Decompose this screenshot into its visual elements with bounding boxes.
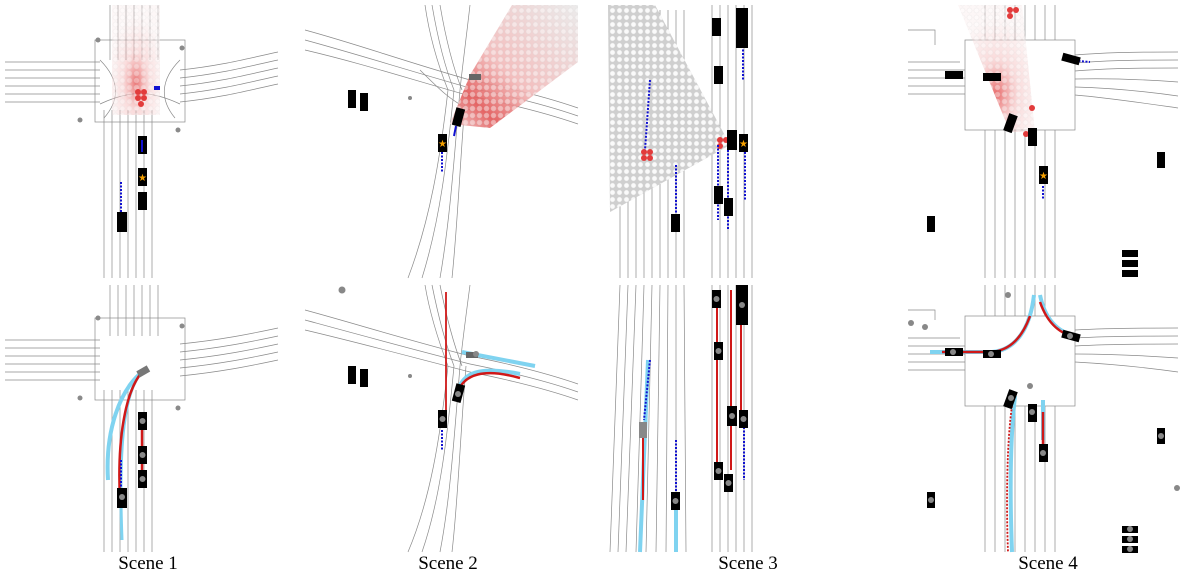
heatmap-peak bbox=[135, 89, 147, 107]
scene1-bottom-panel bbox=[5, 285, 279, 552]
circle-marker-icon bbox=[119, 418, 146, 500]
agents bbox=[927, 329, 1165, 553]
scene-caption-1: Scene 1 bbox=[118, 553, 178, 574]
scene2-bottom-panel bbox=[304, 284, 579, 553]
predicted-trajectory bbox=[942, 315, 1032, 354]
scene1-top-panel: ★ bbox=[5, 5, 279, 278]
agents bbox=[671, 8, 748, 232]
agents bbox=[348, 90, 466, 152]
agents bbox=[927, 52, 1165, 277]
star-icon: ★ bbox=[438, 139, 447, 150]
scene3-top-panel: ★ bbox=[608, 5, 753, 278]
scene3-bottom-panel bbox=[609, 284, 753, 553]
circle-marker-icon bbox=[439, 351, 479, 422]
circle-marker-icon bbox=[639, 296, 747, 504]
scene4-top-panel: ★ bbox=[908, 5, 1179, 278]
scene-caption-2: Scene 2 bbox=[418, 553, 478, 574]
star-icon: ★ bbox=[739, 139, 748, 150]
star-icon: ★ bbox=[138, 173, 147, 184]
circle-marker-icon bbox=[928, 333, 1164, 552]
scene-caption-3: Scene 3 bbox=[718, 553, 778, 574]
ground-truth-trajectory bbox=[930, 294, 1036, 354]
predicted-trajectory bbox=[118, 371, 143, 501]
ground-truth-trajectory bbox=[105, 370, 144, 481]
scene-caption-4: Scene 4 bbox=[1018, 553, 1078, 574]
star-icon: ★ bbox=[1039, 171, 1048, 182]
scene4-bottom-panel bbox=[908, 285, 1180, 553]
agents bbox=[348, 352, 478, 428]
scene2-top-panel: ★ bbox=[304, 4, 579, 279]
